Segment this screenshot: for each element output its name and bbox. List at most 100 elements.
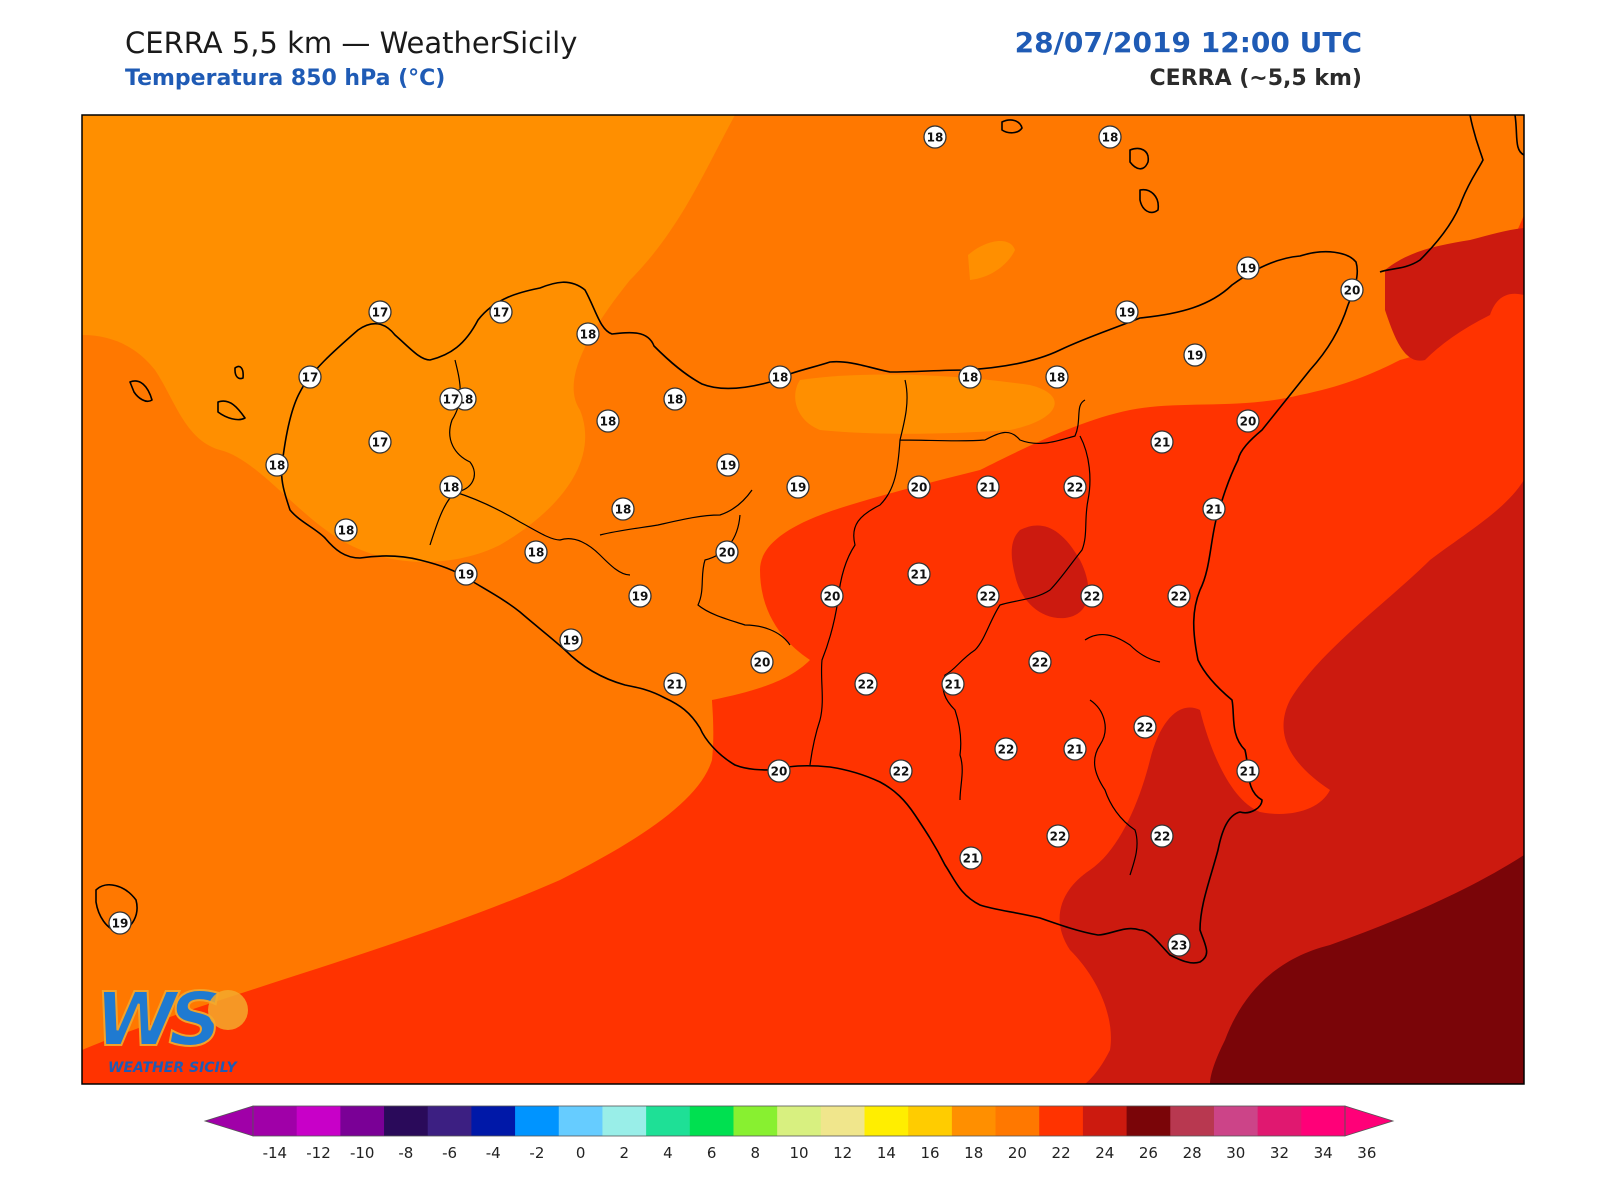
station-marker: 22 [1167,584,1191,608]
colorbar-swatch [733,1106,778,1136]
station-marker: 21 [959,846,983,870]
station-circle [1045,365,1069,389]
station-temperature: 18 [962,371,979,385]
station-marker: 17 [489,300,513,324]
station-marker: 18 [768,365,792,389]
station-circle [786,475,810,499]
colorbar-swatch [1126,1106,1171,1136]
station-marker: 17 [368,430,392,454]
station-circle [1236,759,1260,783]
map-title: CERRA 5,5 km — WeatherSicily [125,26,578,60]
station-marker: 20 [907,475,931,499]
colorbar-tick-label: 34 [1314,1144,1333,1162]
station-circle [1115,300,1139,324]
station-temperature: 22 [1171,590,1188,604]
colorbar-tick-label: 6 [707,1144,717,1162]
colorbar-extend-max [1344,1105,1395,1137]
colorbar-tick-label: -10 [350,1144,375,1162]
station-circle [1167,933,1191,957]
station-circle [334,518,358,542]
station-temperature: 20 [911,481,928,495]
colorbar: -14 -12 -10 -8 -6 -4 -2 0 2 4 6 8 10 12 14 16 18 20 22 24 26… [203,1105,1395,1162]
pantelleria-island [95,884,138,933]
station-temperature: 22 [1154,830,1171,844]
station-marker: 19 [628,584,652,608]
colorbar-tick-label: 12 [833,1144,852,1162]
station-circle [596,409,620,433]
colorbar-tick-label: 26 [1139,1144,1158,1162]
station-temperature: 18 [927,131,944,145]
station-temperature: 18 [580,328,597,342]
colorbar-swatch [646,1106,691,1136]
station-marker: 22 [854,672,878,696]
colorbar-tick-label: 32 [1270,1144,1289,1162]
colorbar-tick-label: 8 [751,1144,761,1162]
station-marker: 22 [1150,824,1174,848]
station-circle [768,365,792,389]
colorbar-outline [252,1105,1346,1137]
colorbar-tick-label: 4 [663,1144,673,1162]
station-circle [907,562,931,586]
station-circle [265,453,289,477]
colorbar-swatch [820,1106,866,1136]
station-circle [750,650,774,674]
zone-16-18-north [795,374,1055,434]
station-circle [854,672,878,696]
station-marker: 18 [596,409,620,433]
station-circle [1167,584,1191,608]
station-temperature: 18 [667,393,684,407]
station-temperature: 21 [980,481,997,495]
station-marker: 19 [1183,343,1207,367]
station-temperature: 18 [1102,131,1119,145]
model-label: CERRA (~5,5 km) [1149,66,1362,91]
station-circle [298,365,322,389]
station-temperature: 17 [372,306,389,320]
zone-22-24-northeast [1385,228,1524,361]
station-circle [108,911,132,935]
zone-16-18-islet [968,240,1015,280]
colorbar-swatch [1170,1106,1215,1136]
colorbar-tick-label: 16 [920,1144,939,1162]
station-marker: 19 [1236,256,1260,280]
station-marker: 20 [820,584,844,608]
station-temperature: 22 [858,678,875,692]
colorbar-tick-label: 20 [1008,1144,1027,1162]
station-circle [941,672,965,696]
station-marker: 23 [1167,933,1191,957]
station-temperature: 20 [771,765,788,779]
station-temperature: 22 [893,765,910,779]
station-circle [1236,409,1260,433]
station-circle [1340,278,1364,302]
station-circle [1063,737,1087,761]
station-marker: 21 [1236,759,1260,783]
station-circle [1236,256,1260,280]
station-marker: 22 [1028,650,1052,674]
colorbar-tick-label: 10 [789,1144,808,1162]
colorbar-tick-label: -2 [529,1144,544,1162]
station-temperature: 19 [563,634,580,648]
station-marker: 21 [907,562,931,586]
station-circle [1133,715,1157,739]
station-circle [889,759,913,783]
station-marker: 22 [1080,584,1104,608]
station-marker: 18 [611,497,635,521]
station-marker: 17 [368,300,392,324]
station-circle [663,387,687,411]
logo-text: WEATHER SICILY [108,1060,239,1076]
station-circle [1150,824,1174,848]
station-circle [994,737,1018,761]
weathersicily-logo: WS WEATHER SICILY [94,976,248,1076]
station-marker: 22 [994,737,1018,761]
colorbar-swatch [1039,1106,1084,1136]
colorbar-swatch [864,1106,909,1136]
station-temperature: 22 [1067,481,1084,495]
coastlines [95,115,1524,964]
station-marker: 18 [524,540,548,564]
station-temperature: 21 [963,852,980,866]
province-borders [429,359,1161,876]
colorbar-swatch [558,1106,603,1136]
station-temperature: 17 [493,306,510,320]
station-temperature: 17 [302,371,319,385]
station-temperature: 18 [528,546,545,560]
station-marker: 18 [334,518,358,542]
